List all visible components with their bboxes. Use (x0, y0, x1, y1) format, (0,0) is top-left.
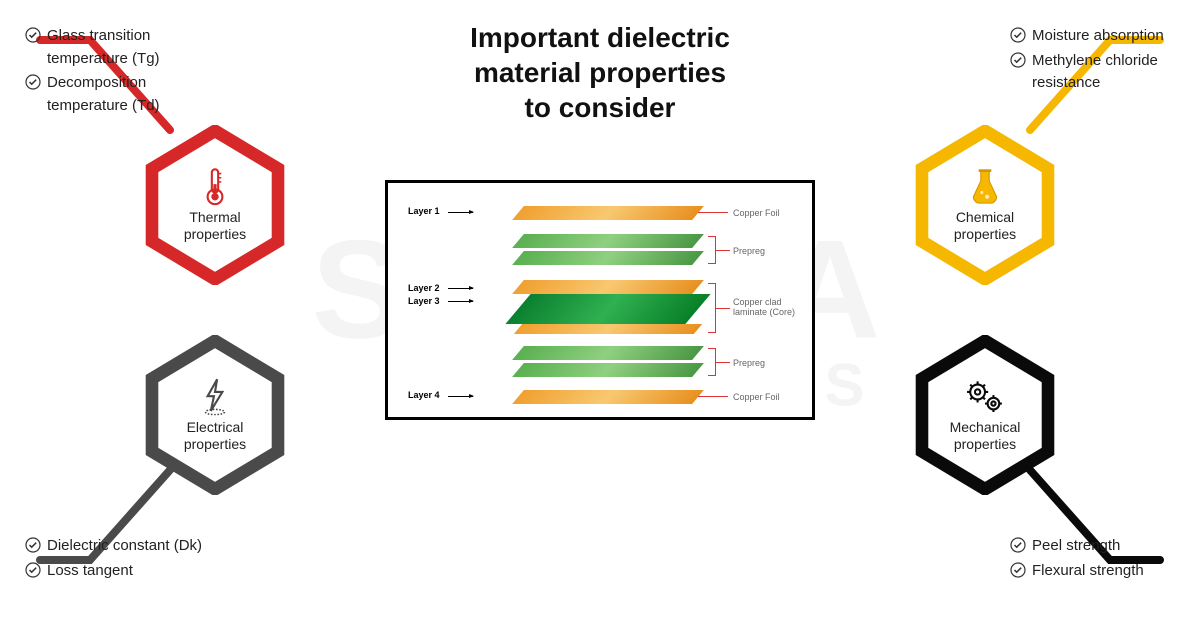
lightning-icon (165, 377, 265, 415)
layer-right-3: Copper clad laminate (Core) (733, 298, 808, 318)
layer-right-4: Prepreg (733, 358, 765, 368)
layer-copper-1 (512, 206, 704, 220)
layer-label-1: Layer 1 (408, 206, 440, 216)
chemical-list: Moisture absorption Methylene chloride r… (1010, 25, 1185, 97)
layer-right-5: Copper Foil (733, 392, 780, 402)
layer-right-1: Copper Foil (733, 208, 780, 218)
layer-label-2: Layer 2 (408, 283, 440, 293)
layer-prepreg-2a (512, 346, 704, 360)
electrical-list: Dielectric constant (Dk) Loss tangent (25, 535, 225, 584)
layer-label-4: Layer 4 (408, 390, 440, 400)
mechanical-list: Peel strength Flexural strength (1010, 535, 1185, 584)
node-thermal-label: Thermalproperties (165, 209, 265, 243)
page-title: Important dielectric material properties… (470, 20, 730, 125)
layer-core (505, 294, 710, 324)
node-thermal: Thermalproperties (130, 110, 300, 300)
layer-copper-3 (514, 324, 702, 334)
layer-copper-2 (512, 280, 704, 294)
thermal-list: Glass transition temperature (Tg) Decomp… (25, 25, 225, 119)
flask-icon (935, 167, 1035, 205)
layer-label-3: Layer 3 (408, 296, 440, 306)
node-mechanical: Mechanicalproperties (900, 320, 1070, 510)
gears-icon (935, 377, 1035, 415)
node-mechanical-label: Mechanicalproperties (935, 419, 1035, 453)
layer-right-2: Prepreg (733, 246, 765, 256)
stackup-diagram: Layer 1 Copper Foil Prepreg Layer 2 Laye… (385, 180, 815, 420)
layer-copper-4 (512, 390, 704, 404)
node-electrical: Electricalproperties (130, 320, 300, 510)
layer-prepreg-1b (512, 251, 704, 265)
node-chemical: Chemicalproperties (900, 110, 1070, 300)
layer-prepreg-1a (512, 234, 704, 248)
thermometer-icon (165, 167, 265, 205)
node-electrical-label: Electricalproperties (165, 419, 265, 453)
node-chemical-label: Chemicalproperties (935, 209, 1035, 243)
layer-prepreg-2b (512, 363, 704, 377)
